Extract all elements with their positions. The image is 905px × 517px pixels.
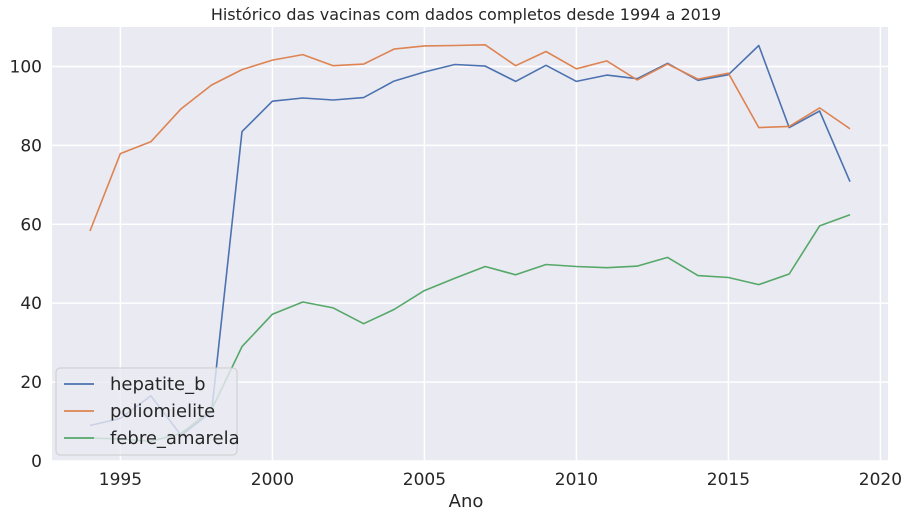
x-tick-labels: 1995 2000 2005 2010 2015 2020: [99, 470, 902, 490]
x-tick-label: 2015: [707, 470, 750, 490]
y-tick-label: 0: [31, 452, 42, 472]
legend-label-febre-amarela: febre_amarela: [110, 428, 240, 449]
x-axis-label: Ano: [449, 491, 484, 512]
y-tick-label: 20: [20, 373, 42, 393]
y-tick-label: 60: [20, 215, 42, 235]
legend-label-poliomielite: poliomielite: [110, 401, 215, 422]
x-tick-label: 2010: [555, 470, 598, 490]
legend-label-hepatite-b: hepatite_b: [110, 374, 206, 395]
y-tick-label: 100: [10, 57, 42, 77]
x-gridlines: [119, 27, 882, 461]
chart-title: Histórico das vacinas com dados completo…: [211, 5, 721, 24]
y-tick-label: 80: [20, 136, 42, 156]
y-tick-label: 40: [20, 294, 42, 314]
x-tick-label: 2000: [251, 470, 294, 490]
legend: hepatite_b poliomielite febre_amarela: [55, 367, 240, 456]
x-tick-label: 1995: [99, 470, 142, 490]
y-tick-labels: 0 20 40 60 80 100: [10, 57, 42, 472]
series-line-poliomielite: [89, 43, 851, 232]
series-line-hepatite-b: [89, 44, 851, 437]
x-tick-label: 2020: [859, 470, 902, 490]
legend-box: [55, 367, 238, 456]
x-tick-label: 2005: [403, 470, 446, 490]
